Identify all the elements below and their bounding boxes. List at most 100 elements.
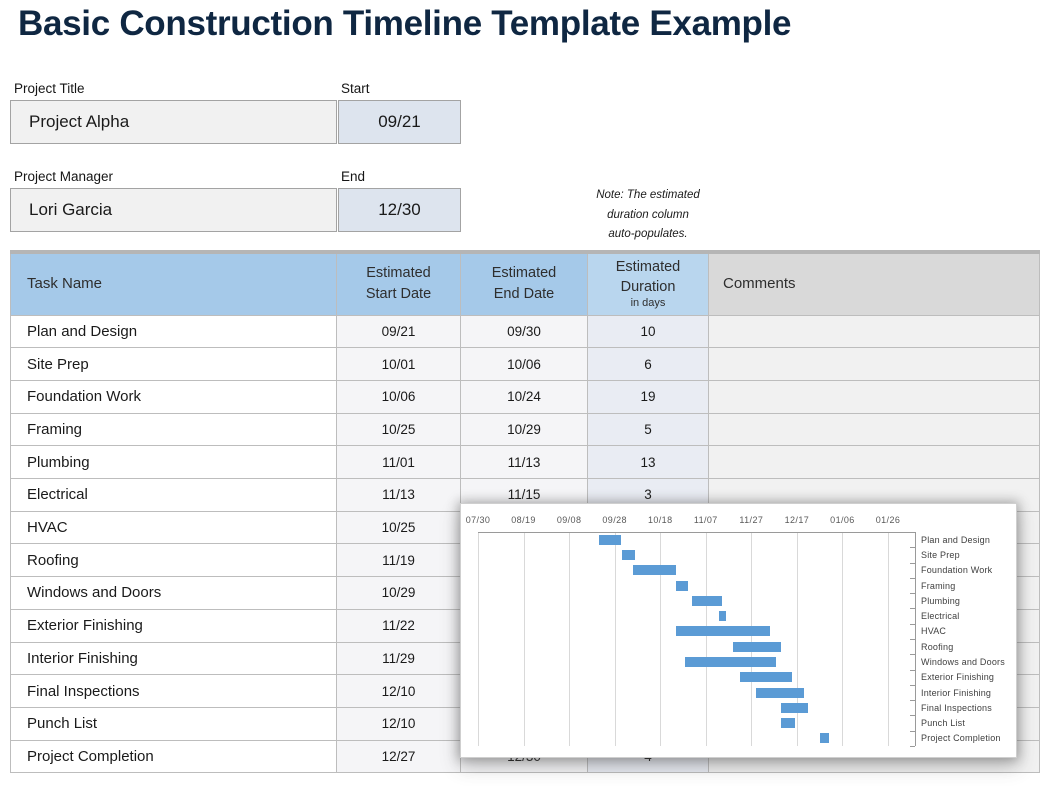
cell-task[interactable]: Site Prep: [10, 347, 337, 381]
column-header-comments: Comments: [708, 251, 1040, 316]
cell-start[interactable]: 11/22: [336, 608, 461, 643]
column-header-end-date: Estimated End Date: [460, 251, 588, 316]
cell-task[interactable]: Electrical: [10, 478, 337, 512]
gantt-bar: [719, 611, 727, 622]
gantt-bar: [676, 626, 770, 637]
cell-start[interactable]: 12/10: [336, 674, 461, 708]
chart-task-label: Exterior Finishing: [921, 672, 995, 683]
chart-task-label: Interior Finishing: [921, 687, 992, 698]
cell-task[interactable]: Windows and Doors: [10, 576, 337, 610]
cell-end[interactable]: 10/06: [460, 347, 588, 381]
chart-task-label: Punch List: [921, 718, 966, 729]
cell-comments[interactable]: [708, 314, 1040, 349]
chart-task-label: Windows and Doors: [921, 656, 1005, 667]
table-header-row: Task Name Estimated Start Date Estimated…: [10, 251, 1040, 316]
cell-duration[interactable]: 5: [587, 412, 709, 447]
gantt-bar: [739, 672, 793, 683]
chart-x-tick-label: 10/18: [647, 515, 673, 525]
cell-start[interactable]: 09/21: [336, 314, 461, 349]
chart-x-axis: [478, 532, 915, 533]
cell-start[interactable]: 11/13: [336, 478, 461, 512]
cell-task[interactable]: Exterior Finishing: [10, 608, 337, 643]
chart-x-tick-label: 07/30: [465, 515, 491, 525]
cell-duration[interactable]: 19: [587, 379, 709, 414]
chart-gridline: [888, 532, 889, 746]
chart-gridline: [523, 532, 525, 746]
cell-start[interactable]: 10/25: [336, 412, 461, 447]
chart-category-axis: [915, 532, 916, 746]
cell-task[interactable]: Project Completion: [10, 739, 337, 774]
cell-start[interactable]: 11/29: [336, 641, 461, 676]
cell-start[interactable]: 12/10: [336, 706, 461, 741]
note-line-2: duration column: [607, 208, 689, 221]
cell-task[interactable]: Final Inspections: [10, 674, 337, 708]
cell-end[interactable]: 09/30: [460, 314, 588, 349]
note-line-1: Note: The estimated: [596, 189, 700, 201]
cell-end[interactable]: 10/24: [460, 379, 588, 414]
cell-duration[interactable]: 10: [587, 314, 709, 349]
cell-task[interactable]: Foundation Work: [10, 379, 337, 414]
start-date-field[interactable]: 09/21: [338, 100, 461, 144]
chart-category-tick: [910, 746, 915, 747]
cell-end[interactable]: 11/13: [460, 445, 588, 480]
chart-task-label: Plumbing: [921, 595, 961, 606]
cell-task[interactable]: HVAC: [10, 510, 337, 545]
gantt-bar: [676, 580, 688, 591]
cell-duration[interactable]: 6: [587, 347, 709, 381]
chart-x-tick-label: 08/19: [511, 515, 536, 525]
chart-gridline: [751, 532, 753, 746]
column-header-task-name: Task Name: [10, 251, 337, 316]
gantt-bar: [819, 733, 829, 744]
cell-start[interactable]: 11/19: [336, 543, 461, 578]
end-date-field[interactable]: 12/30: [338, 188, 461, 232]
gantt-chart-panel[interactable]: 07/30 08/19 09/08 09/28 10/18 11/07 11/27 12/17…: [460, 503, 1017, 758]
cell-duration[interactable]: 13: [587, 445, 709, 480]
gantt-bar: [733, 641, 781, 652]
chart-category-tick: [910, 669, 915, 671]
chart-task-label: Project Completion: [921, 733, 1001, 744]
cell-start[interactable]: 11/01: [336, 445, 461, 480]
table-row: Foundation Work 10/06 10/24 19: [10, 379, 1040, 414]
cell-start[interactable]: 10/29: [336, 576, 461, 610]
chart-category-tick: [910, 608, 915, 610]
cell-start[interactable]: 12/27: [336, 739, 461, 774]
cell-task[interactable]: Punch List: [10, 706, 337, 741]
chart-x-tick-label: 11/27: [739, 515, 764, 525]
chart-x-tick-label: 01/06: [830, 515, 855, 525]
chart-gridline: [478, 532, 479, 746]
cell-task[interactable]: Plan and Design: [10, 314, 337, 349]
cell-comments[interactable]: [708, 347, 1040, 381]
chart-gridline: [796, 532, 798, 746]
chart-category-tick: [910, 730, 915, 732]
cell-comments[interactable]: [708, 412, 1040, 447]
end-label: End: [341, 169, 366, 184]
cell-start[interactable]: 10/25: [336, 510, 461, 545]
chart-category-tick: [910, 577, 915, 579]
cell-task[interactable]: Plumbing: [10, 445, 337, 480]
cell-task[interactable]: Framing: [10, 412, 337, 447]
chart-task-label: Roofing: [921, 641, 954, 652]
gantt-bar: [621, 549, 636, 560]
project-manager-field[interactable]: Lori Garcia: [10, 188, 337, 232]
chart-task-label: Electrical: [921, 611, 960, 622]
cell-task[interactable]: Roofing: [10, 543, 337, 578]
chart-gridline: [614, 532, 616, 746]
cell-start[interactable]: 10/06: [336, 379, 461, 414]
chart-category-tick: [910, 639, 915, 640]
gantt-bar: [692, 595, 722, 606]
cell-comments[interactable]: [708, 379, 1040, 414]
auto-populate-note: Note: The estimated duration column auto…: [558, 186, 738, 245]
cell-start[interactable]: 10/01: [336, 347, 461, 381]
chart-task-label: Plan and Design: [921, 534, 991, 545]
chart-task-label: Framing: [921, 580, 956, 591]
project-title-field[interactable]: Project Alpha: [10, 100, 337, 144]
chart-category-tick: [910, 684, 915, 686]
cell-comments[interactable]: [708, 445, 1040, 480]
start-date-value: 09/21: [378, 112, 421, 131]
cell-end[interactable]: 10/29: [460, 412, 588, 447]
chart-category-tick: [910, 562, 915, 564]
chart-gridline: [569, 532, 571, 746]
project-title-value: Project Alpha: [29, 112, 130, 131]
cell-task[interactable]: Interior Finishing: [10, 641, 337, 676]
